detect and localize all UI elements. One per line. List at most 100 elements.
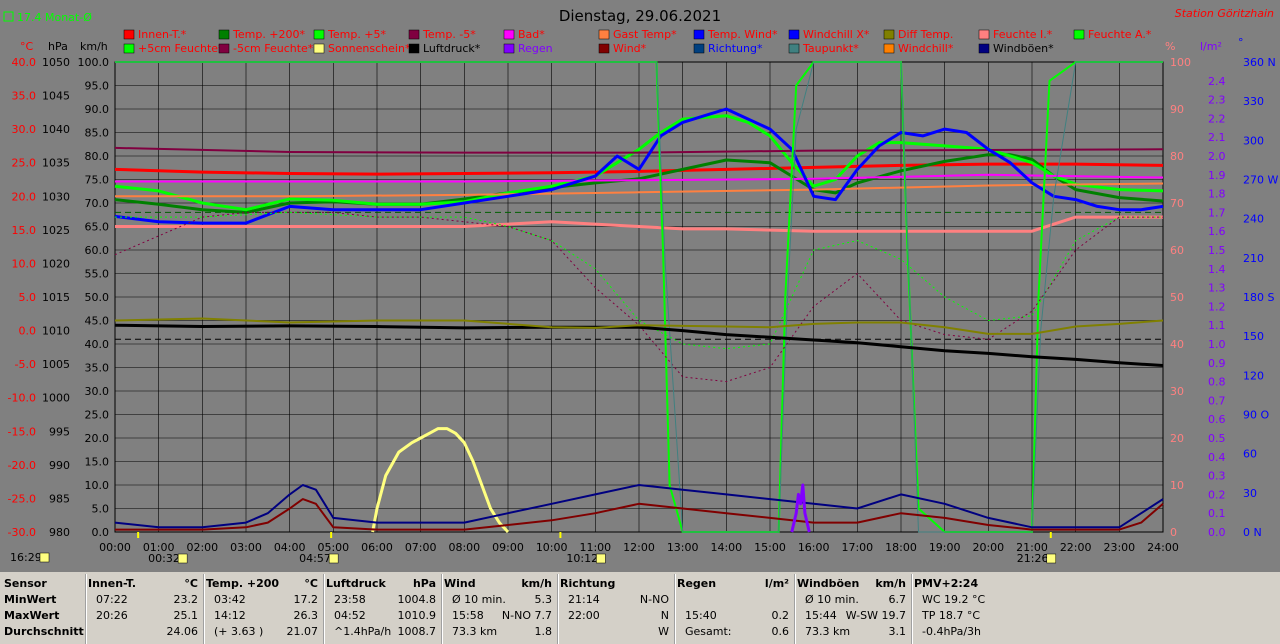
axis-tick-rain: 1.8 [1208,188,1226,201]
axis-tick-press: 980 [49,526,70,539]
stats-cell-left: Gesamt: [685,625,732,638]
stats-cell-left: 15:44 [805,609,837,622]
axis-tick-temp: 25.0 [12,157,37,170]
stats-cell-value: 6.7 [888,593,907,606]
axis-tick-humidity: 50 [1170,291,1184,304]
axis-tick-direction: 300 [1243,134,1264,147]
axis-tick-press: 1045 [42,90,70,103]
axis-tick-press: 1050 [42,56,70,69]
chart-title: Dienstag, 29.06.2021 [559,7,721,25]
stats-header-unit: °C [304,577,318,590]
axis-tick-humidity: 70 [1170,197,1184,210]
stats-cell-value: 26.3 [293,609,319,622]
axis-tick-wind: 70.0 [85,197,110,210]
axis-tick-humidity: 0 [1170,526,1177,539]
axis-tick-press: 1010 [42,325,70,338]
stats-cell-left: 22:00 [568,609,600,622]
axis-tick-humidity: 30 [1170,385,1184,398]
axis-tick-press: 985 [49,492,70,505]
stats-separator [557,574,559,644]
axis-tick-wind: 85.0 [85,127,110,140]
stats-header-label: Sensor [4,577,47,590]
axis-tick-wind: 95.0 [85,80,110,93]
axis-tick-rain: 0.1 [1208,507,1226,520]
stats-cell-left: 04:52 [334,609,366,622]
axis-tick-time: 24:00 [1147,541,1179,554]
axis-tick-direction: 120 [1243,369,1264,382]
weather-chart: 40.0 35.0 30.0 25.0 20.0 15.0 10.0 5.0 0.0 -5.0 -1… [3,7,1279,565]
axis-tick-time: 17:00 [841,541,873,554]
stats-header-label: Innen-T. [88,577,137,590]
axis-tick-temp: -15.0 [8,425,36,438]
legend-label: Innen-T.* [138,28,187,41]
stats-row: 04:52 1010.9 [326,608,440,624]
axis-tick-temp: -5.0 [15,358,36,371]
stats-row: TP 18.7 °C [914,608,1044,624]
axis-tick-wind: 25.0 [85,409,110,422]
stats-column-richtung: Richtung 21:14 N-NO 22:00 N W [560,576,673,644]
legend-label: Richtung* [708,42,763,55]
unit-direction: ° [1238,36,1244,49]
axis-tick-press: 1015 [42,291,70,304]
axis-tick-rain: 2.0 [1208,150,1226,163]
axis-tick-direction: 30 [1243,487,1257,500]
stats-cell-value: 1.8 [534,625,553,638]
stats-cell-left: -0.4hPa/3h [922,625,981,638]
axis-tick-press: 1000 [42,392,70,405]
legend-label: Bad* [518,28,545,41]
stats-header-unit: °C [184,577,198,590]
axis-tick-direction: 360 N [1243,56,1276,69]
stats-row: 14:12 26.3 [206,608,322,624]
axis-tick-humidity: 10 [1170,479,1184,492]
axis-tick-rain: 0.0 [1208,526,1226,539]
stats-row [677,592,793,608]
axis-tick-rain: 1.7 [1208,206,1226,219]
stats-separator [85,574,87,644]
event-time-label: 04:57 [299,552,331,565]
stats-cell-value: 24.06 [166,625,199,638]
axis-tick-time: 05:00 [317,541,349,554]
axis-tick-rain: 1.2 [1208,300,1226,313]
event-time-label: 21:26 [1017,552,1049,565]
axis-tick-wind: 100.0 [78,56,110,69]
stats-header: Windböen km/h [797,576,910,592]
sun-icon [177,553,188,564]
sun-icon [39,552,50,563]
stats-row: MaxWert [4,608,88,624]
event-time-label: 10:12 [566,552,598,565]
legend-swatch [788,43,800,54]
legend-label: Wind* [613,42,647,55]
chart-grid [114,61,1164,533]
chart-events: 00:32 04:57 10:12 16:29 21:26 [10,532,1057,565]
legend-swatch [123,43,135,54]
stats-header-unit: hPa [412,577,436,590]
axis-tick-rain: 0.3 [1208,470,1226,483]
legend-swatch [883,29,895,40]
stats-column-wind: Wind km/h Ø 10 min. 5.3 15:58 N-NO 7.7 73.3 km… [444,576,556,644]
legend-swatch [693,43,705,54]
axis-tick-wind: 55.0 [85,268,110,281]
axis-tick-direction: 270 W [1243,174,1278,187]
legend-swatch [503,43,515,54]
stats-separator [674,574,676,644]
stats-cell-value: 0.6 [771,625,790,638]
axis-tick-humidity: 20 [1170,432,1184,445]
stats-header-unit: l/m² [764,577,789,590]
stats-cell-left: 23:58 [334,593,366,606]
stats-header-label: Wind [444,577,476,590]
stats-header-label: Richtung [560,577,616,590]
axis-tick-rain: 0.7 [1208,394,1226,407]
stats-cell-left: 73.3 km [452,625,498,638]
axis-tick-temp: 5.0 [19,291,37,304]
stats-cell-left: 15:58 [452,609,484,622]
axis-tick-press: 990 [49,459,70,472]
axis-tick-temp: 10.0 [12,257,37,270]
axis-tick-rain: 1.9 [1208,169,1226,182]
stats-cell-left: Durchschnitt [4,625,84,638]
unit-temp: °C [20,40,34,53]
stats-cell-left: Ø 10 min. [805,593,859,606]
series-line-temp-200 [114,153,1164,214]
axis-tick-time: 15:00 [754,541,786,554]
stats-row: (+ 3.63 ) 21.07 [206,624,322,640]
legend-swatch [883,43,895,54]
